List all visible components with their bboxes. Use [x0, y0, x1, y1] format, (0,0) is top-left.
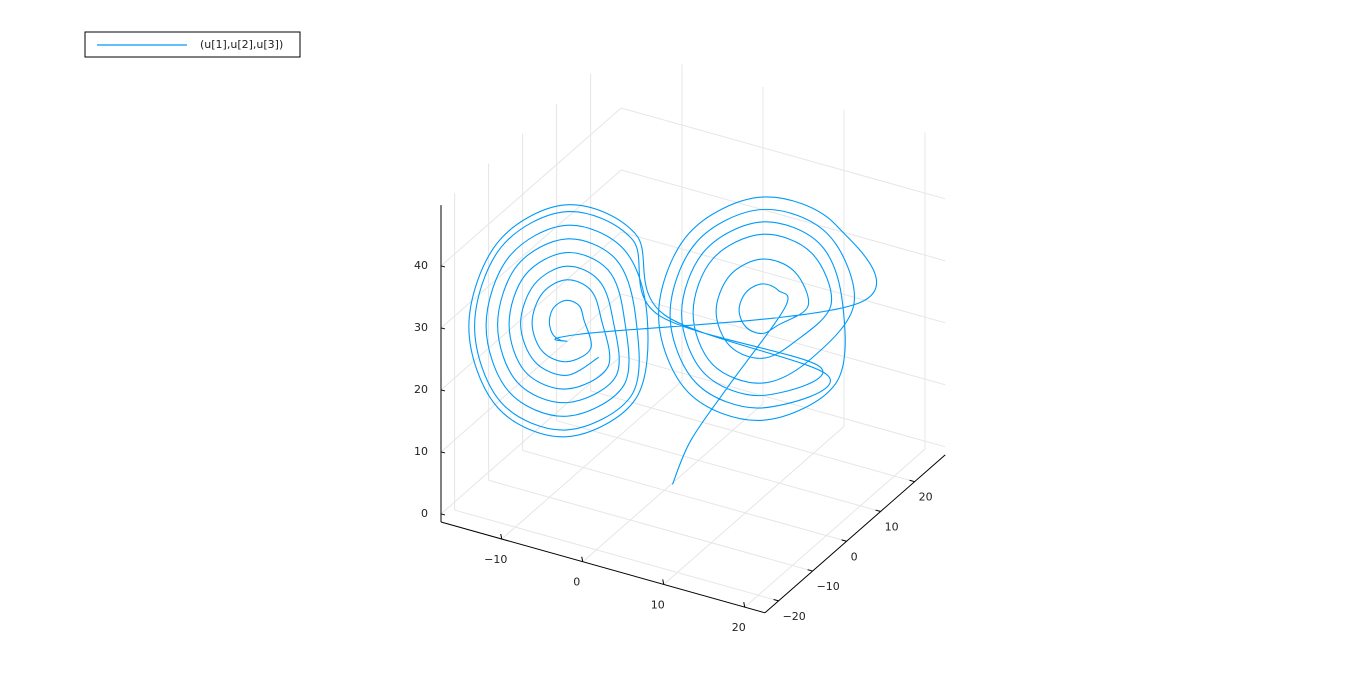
z-tick-label: 10 [414, 445, 428, 458]
y-tick [841, 539, 847, 542]
grid-line [440, 231, 622, 391]
z-tick-label: 20 [414, 383, 428, 396]
z-tick [440, 451, 446, 454]
y-tick-label: −20 [783, 610, 806, 623]
x-tick [743, 602, 746, 608]
y-tick-label: 10 [885, 520, 899, 533]
z-tick [440, 389, 446, 392]
x-tick [581, 556, 584, 562]
grid-line [440, 293, 622, 453]
x-tick-label: 20 [732, 621, 746, 634]
x-tick [662, 579, 665, 585]
z-tick [440, 513, 446, 516]
grid-line [744, 448, 926, 608]
z-tick-label: 40 [414, 259, 428, 272]
legend-label: (u[1],u[2],u[3]) [200, 38, 283, 51]
y-tick [773, 598, 779, 602]
grid-line [663, 426, 845, 585]
x-tick-label: −10 [484, 553, 507, 566]
z-tick [440, 327, 446, 330]
grid-line [556, 420, 881, 512]
grid-line [488, 479, 813, 572]
x-tick-label: 10 [651, 598, 665, 611]
y-tick [875, 509, 881, 512]
x-tick-label: 0 [573, 576, 580, 589]
z-tick-label: 0 [421, 507, 428, 520]
z-tick [440, 265, 446, 268]
x-tick [500, 533, 503, 540]
y-tick-label: 0 [851, 550, 858, 563]
grid-line [454, 509, 779, 602]
y-tick [909, 479, 915, 483]
grid-line [590, 390, 915, 483]
y-tick-label: 20 [919, 491, 933, 504]
y-tick [807, 569, 813, 572]
y-tick-label: −10 [817, 580, 840, 593]
grid-line [440, 107, 622, 267]
grid-line [522, 449, 847, 542]
grid-line [621, 169, 946, 262]
grid-line [440, 355, 622, 515]
grid-line [440, 169, 622, 329]
z-tick-label: 30 [414, 321, 428, 334]
grid-line [621, 231, 946, 324]
grid-line [621, 293, 946, 386]
grid-line [501, 380, 683, 540]
grid-line [621, 107, 946, 200]
y-axis [764, 454, 946, 614]
grid-line [621, 355, 946, 448]
x-axis [440, 521, 766, 614]
series-line [468, 196, 877, 485]
